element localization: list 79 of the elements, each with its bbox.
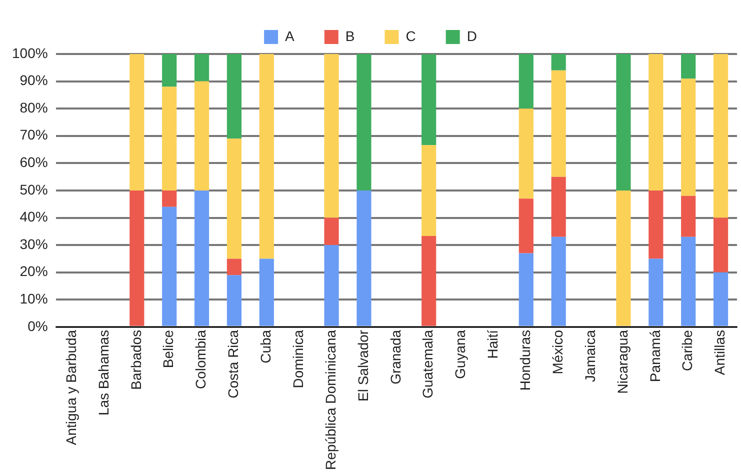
bar <box>616 190 631 326</box>
bar <box>681 236 696 326</box>
bar <box>130 190 144 326</box>
bar <box>518 108 534 199</box>
bar <box>162 54 177 87</box>
x-tick-label: México <box>549 330 566 374</box>
bar <box>226 54 242 139</box>
x-tick-label: Cuba <box>258 330 274 364</box>
bar <box>648 54 664 190</box>
bar <box>324 54 339 218</box>
x-tick-label: Antigua y Barbuda <box>62 330 79 446</box>
legend-label: C <box>406 28 416 44</box>
y-tick-label: 10% <box>20 290 48 306</box>
y-tick-label: 80% <box>20 99 48 116</box>
y-tick-label: 50% <box>20 181 48 198</box>
y-tick-label: 40% <box>20 208 48 225</box>
x-tick-label: Dominica <box>290 330 306 388</box>
x-tick-label: Guatemala <box>420 330 436 398</box>
x-tick-label: Nicaragua <box>614 330 630 394</box>
bar <box>356 54 372 190</box>
bar <box>648 190 664 259</box>
bar <box>713 54 728 218</box>
bar <box>324 245 339 326</box>
y-tick-label: 30% <box>20 236 48 252</box>
bar <box>681 54 696 79</box>
bar <box>324 218 339 246</box>
bar <box>648 258 664 326</box>
x-tick-label: Costa Rica <box>225 330 242 398</box>
y-tick-label: 100% <box>12 44 48 61</box>
bar <box>259 258 274 326</box>
bar <box>518 198 534 254</box>
bar <box>422 236 436 326</box>
x-tick-label: República Dominicana <box>322 330 338 470</box>
bar <box>551 176 566 237</box>
x-tick-label: Caribe <box>679 330 696 372</box>
bar <box>518 54 534 109</box>
bar <box>681 78 696 196</box>
y-tick-label: 60% <box>20 154 48 170</box>
legend-label: D <box>466 28 477 44</box>
bar <box>551 236 566 326</box>
y-tick-label: 90% <box>20 72 48 88</box>
bar <box>422 54 436 146</box>
x-tick-label: Panamá <box>646 330 663 382</box>
bar <box>162 206 177 326</box>
x-tick-label: Las Bahamas <box>95 330 112 416</box>
x-tick-label: Jamaica <box>582 330 598 382</box>
bar <box>422 145 436 236</box>
x-tick-label: El Salvador <box>354 330 371 402</box>
bar <box>259 54 274 259</box>
bar <box>194 54 210 82</box>
legend-label: B <box>345 28 355 44</box>
bar <box>162 86 177 190</box>
y-tick-label: 20% <box>20 263 48 280</box>
x-tick-label: Colombia <box>192 330 209 390</box>
bar <box>518 253 534 326</box>
x-tick-label: Granada <box>387 330 404 384</box>
bar <box>713 272 728 326</box>
bar <box>713 218 728 272</box>
bar <box>551 70 566 177</box>
bar <box>194 81 210 190</box>
x-tick-label: Honduras <box>517 330 534 391</box>
bar <box>162 190 177 207</box>
bar <box>681 196 696 237</box>
bar <box>194 190 210 326</box>
bar <box>226 258 242 276</box>
x-tick-label: Antillas <box>712 330 728 376</box>
bar <box>356 190 372 326</box>
y-tick-label: 70% <box>20 126 48 143</box>
bar <box>226 275 242 326</box>
bar <box>616 54 631 190</box>
bar <box>226 138 242 259</box>
bar <box>551 54 566 70</box>
legend-label: A <box>285 28 296 44</box>
x-tick-label: Guyana <box>452 330 468 379</box>
bar <box>130 54 144 190</box>
x-tick-label: Belice <box>160 330 176 368</box>
x-tick-label: Barbados <box>128 330 144 390</box>
y-tick-label: 0% <box>28 318 48 334</box>
x-tick-label: Haití <box>484 330 501 359</box>
